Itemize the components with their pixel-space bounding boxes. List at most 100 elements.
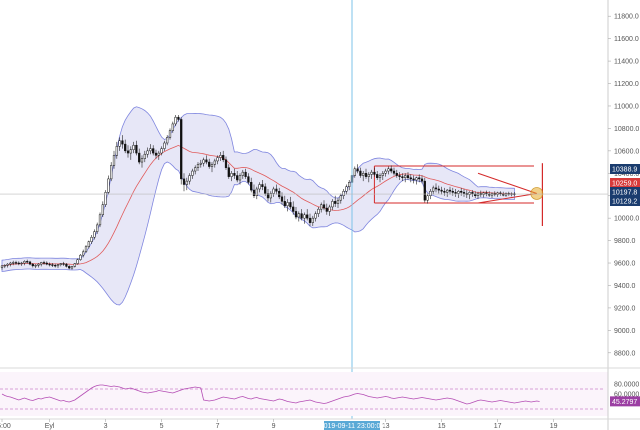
candle [297, 211, 300, 222]
candle [247, 173, 250, 185]
candle [373, 167, 376, 177]
candle [236, 171, 239, 183]
price-tick-label: 10800.0 [614, 126, 639, 133]
candle [258, 182, 261, 193]
candle-body [294, 211, 298, 218]
candle [3, 264, 6, 269]
candle-body [378, 175, 382, 179]
candle [227, 164, 230, 179]
candle-body [9, 262, 12, 265]
candle [17, 261, 20, 266]
candle-body [448, 189, 452, 192]
candle-body [247, 176, 250, 183]
candle [222, 150, 225, 163]
candle-body [429, 190, 432, 196]
price-pane[interactable] [0, 0, 608, 419]
candle [328, 204, 331, 216]
candle-body [325, 207, 328, 212]
time-tick-label: Eyl [45, 423, 55, 430]
candle [370, 169, 373, 179]
candle [126, 145, 130, 158]
rsi-tick-label: 80.0000 [614, 382, 639, 389]
candle [20, 261, 23, 266]
candle [266, 188, 270, 202]
candle-body [188, 175, 191, 182]
candle [283, 195, 286, 209]
candle-body [202, 159, 205, 164]
candle-body [152, 148, 155, 154]
candle-body [135, 144, 138, 154]
candle-body [26, 261, 29, 263]
candle [84, 245, 88, 253]
candle-body [376, 174, 379, 179]
candle [26, 259, 29, 264]
candle-body [412, 178, 415, 181]
candle [303, 212, 306, 224]
candle-body [149, 148, 152, 152]
candle-body [238, 175, 242, 181]
price-label-text: 10259.0 [612, 181, 637, 188]
candle [331, 199, 334, 211]
candle-body [342, 190, 345, 196]
candle-body [381, 173, 384, 176]
candle-body [289, 202, 292, 208]
rsi-current-label: 45.2797 [612, 399, 637, 406]
candle [107, 175, 110, 195]
price-tick-label: 9000.0 [614, 328, 636, 335]
candle-body [205, 159, 208, 163]
candle [112, 150, 116, 169]
price-tick-label: 11400.0 [614, 59, 639, 66]
candle-body [45, 262, 48, 265]
crosshair [0, 0, 608, 419]
candle-body [70, 266, 74, 269]
candle-body [353, 168, 356, 176]
candle-body [177, 116, 180, 120]
candle [42, 260, 46, 265]
candle-body [303, 214, 306, 219]
candle [451, 187, 454, 196]
candle-body [93, 231, 96, 238]
rsi-pane[interactable] [0, 372, 608, 416]
candle [37, 263, 40, 268]
candle-body [112, 155, 116, 166]
candle-body [460, 190, 463, 193]
price-label-text: 10129.2 [612, 199, 637, 206]
trend-drawings[interactable] [373, 163, 544, 227]
candle [353, 166, 356, 178]
candle-body [224, 159, 228, 168]
time-tick-label: 17 [494, 423, 502, 430]
candle [65, 263, 68, 268]
candle [300, 209, 303, 221]
candle-body [362, 173, 365, 176]
candle-body [154, 152, 158, 156]
candle-body [98, 214, 102, 226]
candle-body [317, 208, 320, 214]
candle-body [79, 254, 82, 260]
candle [440, 186, 443, 195]
candle [244, 168, 247, 179]
candle [272, 186, 275, 197]
time-axis[interactable]: 15:00 Eyl 3 5 7 9 13 15 17 19 2019-09-11 23:00:00 [0, 419, 558, 430]
candle-body [392, 170, 396, 174]
candle [412, 175, 415, 184]
candle-body [258, 184, 261, 190]
candle [101, 201, 104, 218]
candle-body [121, 140, 124, 145]
candle [311, 215, 314, 227]
candle [154, 149, 158, 159]
candle [185, 177, 188, 191]
candle [132, 141, 135, 154]
candle [0, 265, 4, 270]
candle [423, 177, 426, 203]
candle-body [233, 173, 236, 176]
candle-body [446, 189, 449, 193]
candle-body [384, 170, 387, 174]
candle-body [420, 178, 424, 182]
candle [90, 234, 93, 244]
rsi-tick-label: 60.0000 [614, 392, 639, 399]
price-axis[interactable]: 11800.0 11600.0 11400.0 11200.0 11000.0 10800… [608, 14, 639, 358]
candle-body [40, 262, 43, 265]
candle-body [96, 224, 99, 232]
